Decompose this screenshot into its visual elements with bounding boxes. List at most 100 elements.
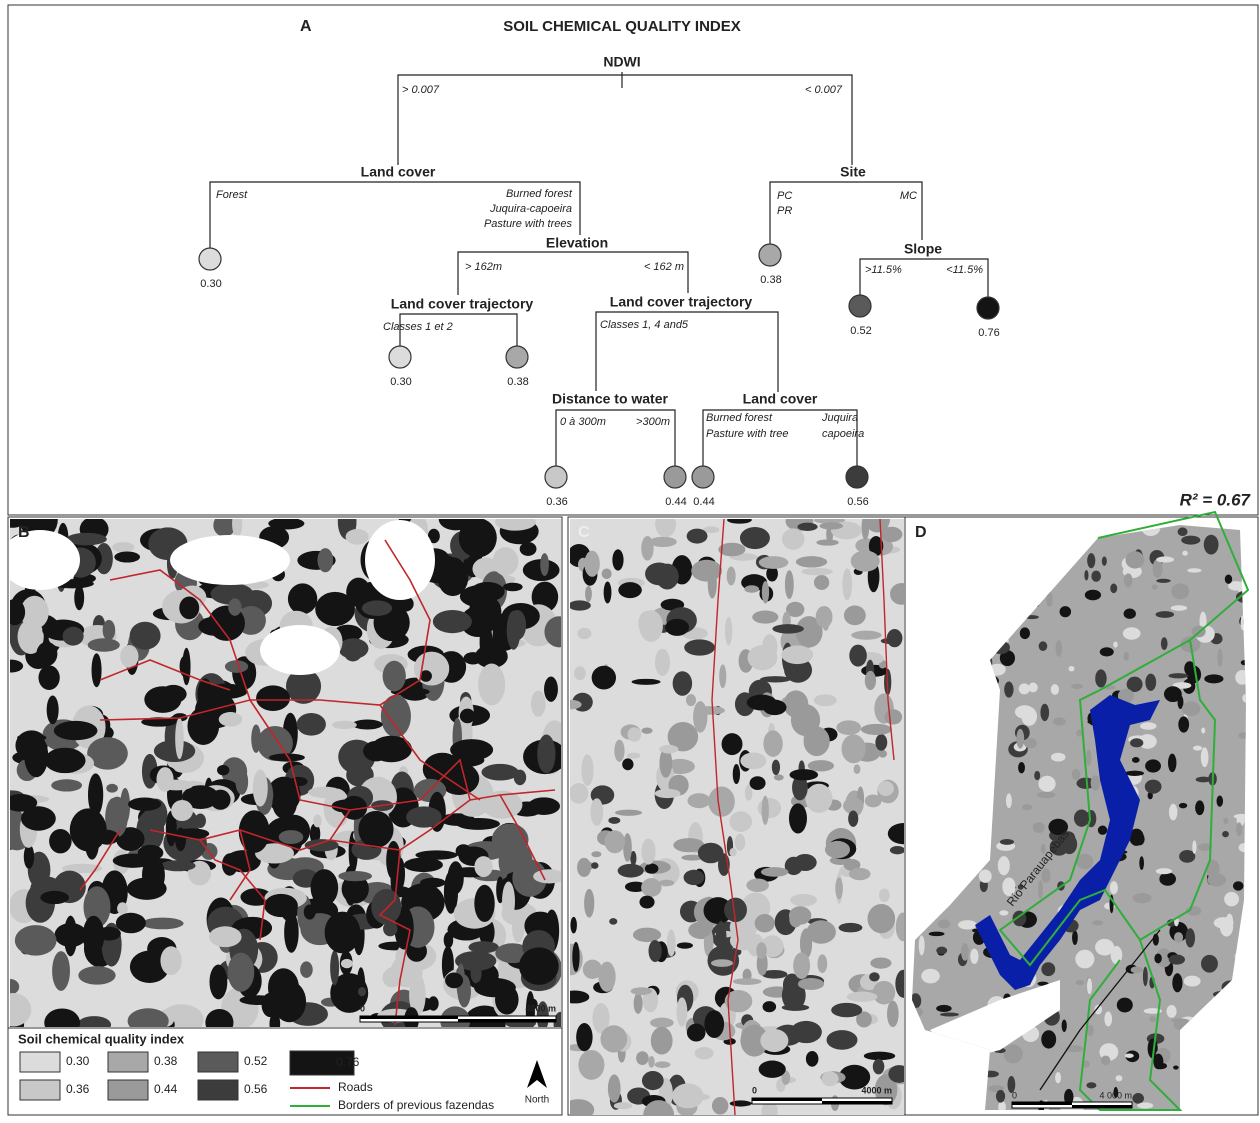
map-patch (495, 519, 536, 531)
map-patch (760, 676, 791, 683)
map-patch (38, 665, 60, 690)
map-patch (114, 551, 141, 563)
map-patch (924, 682, 932, 695)
map-patch (758, 556, 789, 569)
edge-label: Burned forest (506, 188, 573, 200)
map-patch (1201, 727, 1206, 734)
map-patch (296, 713, 326, 736)
map-patch (427, 528, 440, 544)
map-patch (613, 1102, 633, 1110)
map-patch (20, 806, 56, 831)
map-patch (929, 804, 950, 816)
map-patch (999, 838, 1015, 845)
map-patch (641, 878, 662, 897)
map-patch (608, 817, 621, 824)
map-patch (918, 875, 925, 895)
map-patch (1101, 1055, 1111, 1066)
tree-edges (209, 72, 989, 466)
map-patch (947, 1091, 964, 1106)
leaf-node (845, 465, 869, 489)
scale-label: 4000 m (525, 1003, 556, 1013)
map-patch (761, 935, 784, 958)
map-patch (1228, 985, 1241, 996)
map-patch (1145, 673, 1157, 691)
map-patch (403, 857, 443, 873)
map-patch (923, 707, 934, 724)
map-patch (120, 645, 139, 668)
map-patch (1071, 683, 1083, 689)
map-patch (1183, 975, 1201, 987)
map-patch (210, 583, 254, 605)
map-patch (655, 519, 676, 538)
map-patch (658, 879, 675, 887)
map-patch (1204, 674, 1224, 684)
map-patch (224, 660, 249, 673)
map-patch (1177, 527, 1188, 537)
map-patch (1172, 682, 1192, 689)
map-patch (929, 666, 947, 686)
map-patch (502, 881, 515, 922)
map-blank (260, 625, 340, 675)
map-patch (227, 952, 255, 992)
map-patch (697, 842, 724, 864)
scale-bars (359, 1015, 1133, 1109)
map-patch (255, 843, 295, 864)
map-patch (732, 978, 762, 985)
map-patch (309, 823, 321, 845)
legend-swatch (107, 1079, 149, 1101)
map-patch (612, 549, 624, 571)
map-patch (1076, 729, 1083, 737)
map-patch (805, 783, 833, 813)
map-patch (1172, 973, 1183, 993)
leaf-value: 0.30 (390, 376, 411, 388)
map-patch (681, 854, 704, 861)
map-patch (659, 744, 679, 754)
map-patch (213, 519, 236, 537)
map-patch (1043, 529, 1056, 543)
map-patch (481, 763, 519, 781)
map-patch (23, 844, 35, 869)
map-patch (1101, 556, 1107, 566)
map-patch (304, 839, 339, 852)
map-patch (1181, 1060, 1191, 1066)
map-patch (1050, 525, 1071, 534)
map-patch (383, 921, 398, 937)
map-patch (1036, 791, 1056, 799)
map-patch (1109, 881, 1118, 895)
map-patch (641, 727, 653, 734)
tree-node: Distance to water (552, 391, 668, 407)
map-patch (970, 948, 979, 964)
map-patch (1071, 768, 1081, 780)
map-patch (797, 522, 818, 531)
panel-label: D (915, 524, 927, 541)
map-patch (1132, 1093, 1144, 1104)
map-patch (165, 810, 177, 847)
map-patch (807, 760, 835, 772)
map-patch (1178, 716, 1190, 733)
map-patch (969, 848, 988, 866)
map-patch (544, 616, 561, 648)
map-patch (727, 519, 752, 524)
map-patch (228, 598, 242, 616)
map-patch (977, 719, 997, 725)
leaf-value: 0.76 (978, 327, 999, 339)
map-patch (773, 774, 784, 781)
map-patch (806, 920, 836, 944)
map-patch (1024, 615, 1039, 620)
map-patch (87, 638, 120, 652)
map-patch (639, 610, 663, 642)
map-patch (1151, 584, 1158, 590)
map-patch (382, 968, 402, 988)
map-patch (1171, 583, 1190, 600)
edge-label: >300m (636, 416, 670, 428)
map-patch (478, 663, 506, 706)
map-patch (530, 690, 546, 717)
map-patch (598, 961, 616, 992)
map-patch (1094, 1004, 1103, 1015)
map-patch (1240, 660, 1246, 666)
map-patch (1017, 884, 1024, 890)
map-patch (740, 752, 767, 770)
map-patch (762, 699, 787, 716)
legend-label: 0.30 (66, 1054, 90, 1068)
map-patch (912, 1096, 925, 1110)
